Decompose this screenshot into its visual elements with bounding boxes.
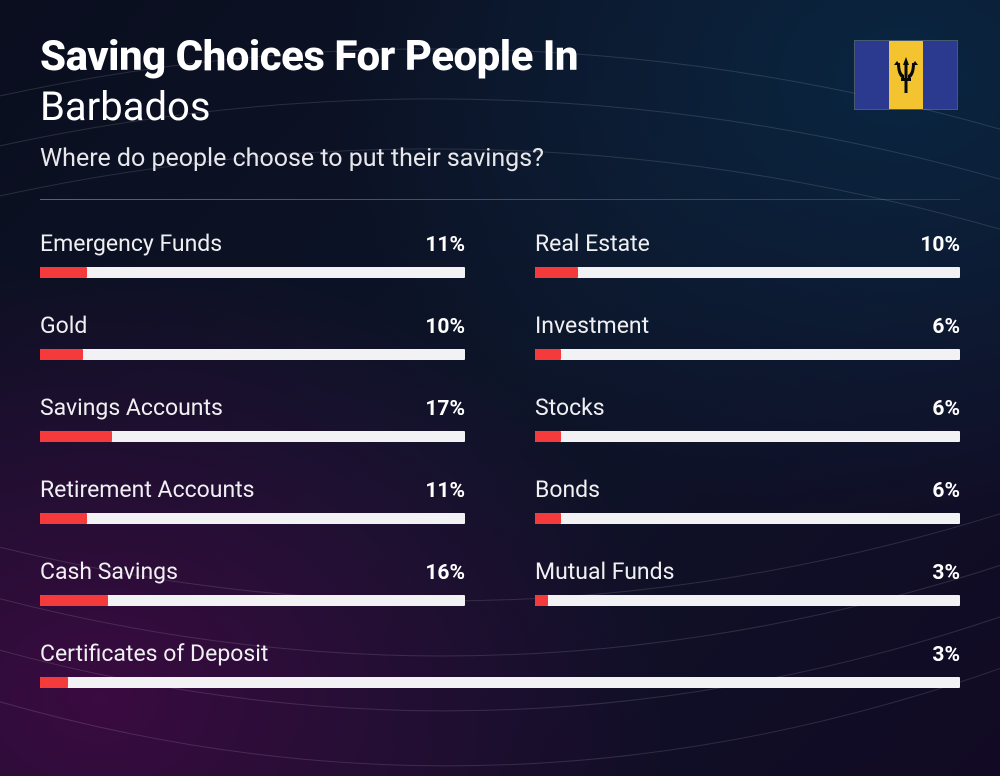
bar-label: Certificates of Deposit [40, 640, 268, 667]
divider [40, 199, 960, 200]
bar-track [535, 513, 960, 524]
bar-item: Mutual Funds 3% [535, 558, 960, 606]
bar-label: Gold [40, 312, 87, 339]
bar-fill [535, 431, 561, 442]
bar-fill [40, 677, 68, 688]
bar-label: Retirement Accounts [40, 476, 255, 503]
bar-track [535, 431, 960, 442]
bar-label: Cash Savings [40, 558, 178, 585]
country-name: Barbados [40, 84, 854, 130]
flag-barbados [854, 40, 958, 110]
bar-track [535, 267, 960, 278]
bar-item: Retirement Accounts 11% [40, 476, 465, 524]
bar-item: Bonds 6% [535, 476, 960, 524]
bar-value: 10% [425, 315, 465, 339]
bar-item: Investment 6% [535, 312, 960, 360]
bar-track [40, 595, 465, 606]
bar-value: 11% [425, 233, 465, 257]
bar-fill [535, 513, 561, 524]
bar-track [40, 677, 960, 688]
bar-fill [535, 595, 548, 606]
bar-fill [40, 267, 87, 278]
trident-icon [894, 55, 918, 95]
bar-track [535, 595, 960, 606]
bar-fill [40, 431, 112, 442]
bar-label: Stocks [535, 394, 605, 421]
bar-item: Gold 10% [40, 312, 465, 360]
bar-fill [40, 595, 108, 606]
bar-value: 3% [932, 561, 960, 585]
header: Saving Choices For People In Barbados Wh… [40, 34, 960, 173]
page-title: Saving Choices For People In [40, 34, 854, 80]
bar-value: 6% [932, 315, 960, 339]
bar-label: Emergency Funds [40, 230, 222, 257]
bar-label: Real Estate [535, 230, 650, 257]
bar-track [535, 349, 960, 360]
bar-fill [40, 349, 83, 360]
bar-value: 6% [932, 397, 960, 421]
bar-fill [535, 267, 578, 278]
bar-value: 6% [932, 479, 960, 503]
bar-track [40, 349, 465, 360]
bar-label: Investment [535, 312, 649, 339]
bar-item: Savings Accounts 17% [40, 394, 465, 442]
bar-track [40, 513, 465, 524]
bar-label: Savings Accounts [40, 394, 223, 421]
bar-item: Certificates of Deposit 3% [40, 640, 960, 688]
bar-item: Stocks 6% [535, 394, 960, 442]
bar-track [40, 267, 465, 278]
bar-fill [40, 513, 87, 524]
bar-label: Mutual Funds [535, 558, 674, 585]
bar-fill [535, 349, 561, 360]
bar-value: 11% [425, 479, 465, 503]
bar-item: Emergency Funds 11% [40, 230, 465, 278]
bar-value: 17% [425, 397, 465, 421]
bar-value: 16% [425, 561, 465, 585]
bar-value: 10% [920, 233, 960, 257]
bar-item: Cash Savings 16% [40, 558, 465, 606]
bar-track [40, 431, 465, 442]
bar-value: 3% [932, 643, 960, 667]
subtitle: Where do people choose to put their savi… [40, 144, 854, 173]
bar-label: Bonds [535, 476, 600, 503]
bar-item: Real Estate 10% [535, 230, 960, 278]
bars-grid: Emergency Funds 11% Real Estate 10% Gold 10% I… [40, 230, 960, 688]
